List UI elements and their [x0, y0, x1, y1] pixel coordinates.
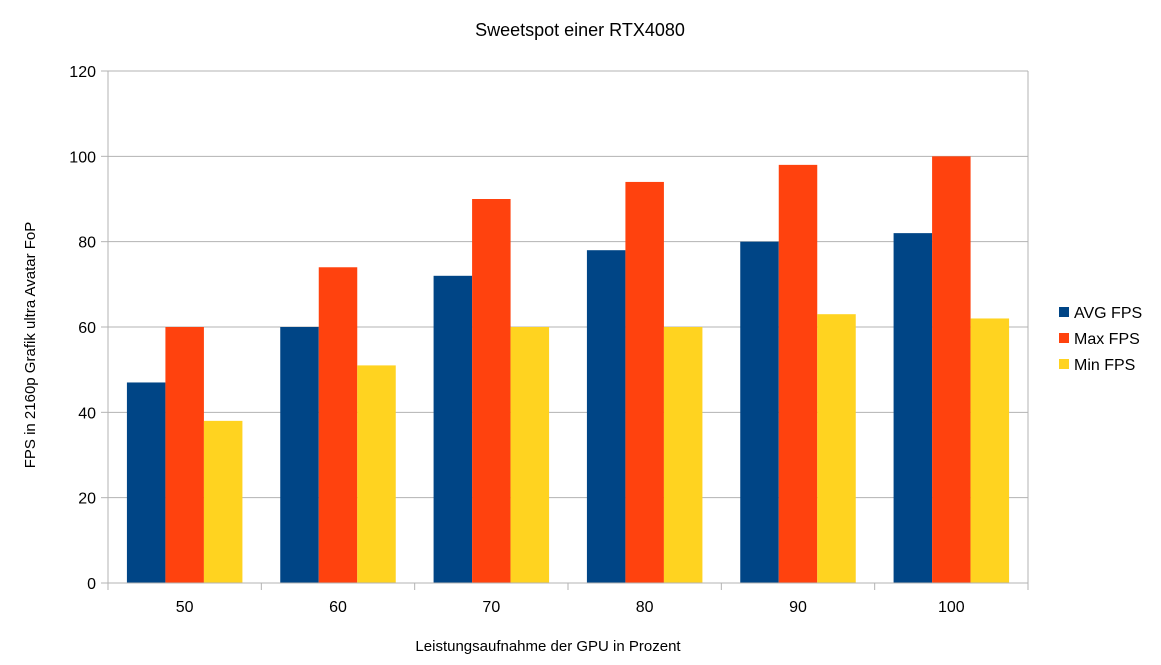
y-tick-label: 20 [78, 491, 96, 508]
bar [625, 181, 664, 583]
x-axis-label: Leistungsaufnahme der GPU in Prozent [415, 638, 681, 655]
x-tick-label: 100 [938, 599, 965, 616]
bar [778, 164, 818, 583]
y-tick-label: 80 [78, 235, 96, 252]
axes [101, 70, 1029, 590]
x-tick-label: 70 [482, 599, 500, 616]
bar [510, 327, 550, 583]
legend-label: Max FPS [1074, 331, 1140, 348]
bar [893, 233, 933, 583]
x-tick-label: 80 [636, 599, 654, 616]
bars [126, 156, 1010, 584]
legend: AVG FPS Max FPS Min FPS [1059, 305, 1142, 374]
legend-swatch [1059, 333, 1069, 343]
bar [586, 250, 626, 583]
legend-label: AVG FPS [1074, 305, 1142, 322]
bar [663, 327, 703, 583]
y-tick-label: 100 [69, 149, 96, 166]
x-tick-label: 90 [789, 599, 807, 616]
y-tick-label: 40 [78, 405, 96, 422]
y-tick-label: 120 [69, 64, 96, 81]
legend-swatch [1059, 307, 1069, 317]
y-tick-label: 60 [78, 320, 96, 337]
bar [203, 420, 243, 583]
bar [433, 275, 473, 583]
y-tick-labels: 0 20 40 60 80 100 120 [69, 64, 96, 593]
bar [817, 314, 856, 583]
chart-title: Sweetspot einer RTX4080 [475, 20, 685, 40]
legend-label: Min FPS [1074, 357, 1135, 374]
bar [126, 382, 166, 583]
grid-lines [108, 70, 1028, 584]
bar [970, 318, 1010, 583]
x-tick-labels: 50 60 70 80 90 100 [176, 599, 965, 616]
bar [740, 241, 779, 583]
bar [932, 156, 971, 584]
y-tick-label: 0 [87, 576, 96, 593]
bar [280, 327, 319, 583]
bar [472, 199, 511, 583]
x-tick-label: 60 [329, 599, 347, 616]
bar [165, 327, 204, 583]
legend-swatch [1059, 359, 1069, 369]
bar [357, 365, 396, 583]
y-axis-label: FPS in 2160p Grafik ultra Avatar FoP [22, 222, 39, 469]
bar [318, 267, 358, 583]
x-tick-label: 50 [176, 599, 194, 616]
